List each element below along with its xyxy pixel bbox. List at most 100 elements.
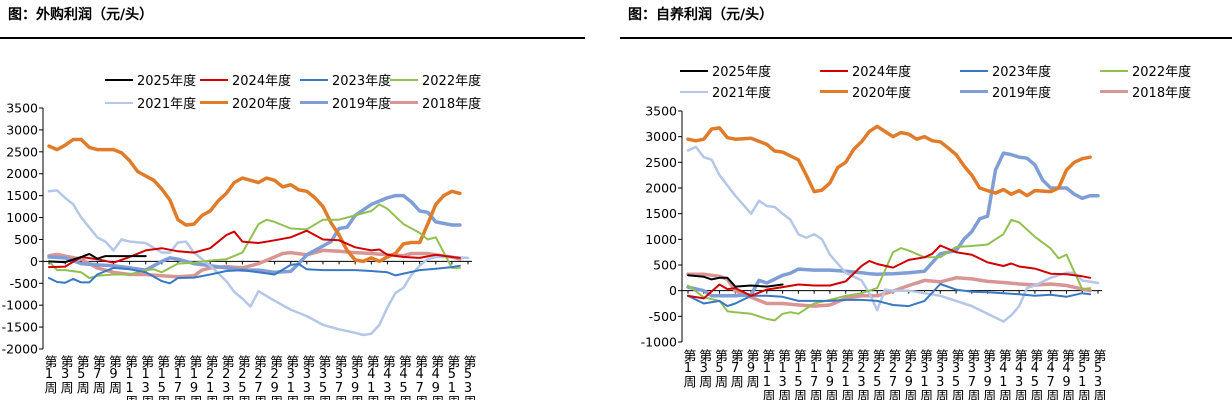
right-title-divider xyxy=(620,37,1232,39)
left-y-tick-label: 0 xyxy=(30,254,38,269)
legend-swatch xyxy=(680,69,708,72)
left-x-tick-label: 第11周 xyxy=(122,355,138,400)
legend-swatch xyxy=(820,90,848,93)
left-x-tick-label: 第17周 xyxy=(170,355,186,400)
left-x-tick-label: 第19周 xyxy=(187,355,203,400)
right-x-tick-label: 第11周 xyxy=(759,349,775,400)
right-x-tick-label: 第47周 xyxy=(1043,349,1059,400)
left-x-tick-label: 第23周 xyxy=(219,355,235,400)
left-x-tick-label: 第49周 xyxy=(428,355,444,400)
right-x-tick-label: 第3周 xyxy=(696,349,712,389)
left-x-tick-label: 第39周 xyxy=(348,355,364,400)
left-series-line-2021 xyxy=(47,189,470,337)
left-x-tick-label: 第41周 xyxy=(364,355,380,400)
legend-swatch xyxy=(960,90,988,93)
legend-swatch xyxy=(820,69,848,72)
right-y-tick-label: 500 xyxy=(653,258,677,273)
left-y-tick-label: 3500 xyxy=(6,101,38,116)
right-x-tick-label: 第1周 xyxy=(681,349,697,389)
left-x-tick-label: 第9周 xyxy=(106,355,122,395)
left-y-tick-label: 1500 xyxy=(6,188,38,203)
left-y-tick-label: 2000 xyxy=(6,166,38,181)
legend-label: 2020年度 xyxy=(852,86,912,101)
left-x-tick-label: 第53周 xyxy=(461,355,477,400)
right-x-tick-label: 第9周 xyxy=(744,349,760,389)
legend-swatch xyxy=(1100,90,1128,93)
right-x-tick-label: 第13周 xyxy=(775,349,791,400)
legend-swatch xyxy=(200,78,228,81)
left-x-tick-label: 第33周 xyxy=(299,355,315,400)
left-series-line-2025 xyxy=(48,252,147,264)
right-y-tick-label: -500 xyxy=(649,309,677,324)
left-legend-item: 2022年度 xyxy=(390,70,481,89)
left-x-tick-label: 第35周 xyxy=(315,355,331,400)
right-x-tick-label: 第51周 xyxy=(1075,349,1091,400)
right-x-tick-label: 第53周 xyxy=(1091,349,1107,400)
right-legend-item: 2021年度 xyxy=(680,82,771,101)
legend-swatch xyxy=(105,101,133,104)
right-y-tick-label: 2000 xyxy=(645,181,677,196)
right-series-line-2025 xyxy=(687,274,784,288)
left-series-line-2019 xyxy=(47,193,462,275)
left-x-tick-label: 第1周 xyxy=(42,355,58,395)
left-legend-item: 2019年度 xyxy=(300,93,391,112)
right-x-tick-label: 第27周 xyxy=(886,349,902,400)
legend-label: 2023年度 xyxy=(332,74,392,89)
right-legend-item: 2025年度 xyxy=(680,61,771,80)
legend-label: 2018年度 xyxy=(1132,86,1192,101)
left-y-tick-label: -1500 xyxy=(2,320,38,335)
right-y-tick-label: -1000 xyxy=(641,335,677,350)
right-series-line-2022 xyxy=(687,218,1092,322)
left-x-tick-label: 第21周 xyxy=(203,355,219,400)
left-series-line-2020 xyxy=(47,137,462,264)
right-y-tick-label: 3500 xyxy=(645,104,677,119)
left-y-tick-label: -500 xyxy=(10,276,38,291)
right-y-tick-label: 3000 xyxy=(645,129,677,144)
right-x-tick-label: 第35周 xyxy=(949,349,965,400)
right-legend-item: 2019年度 xyxy=(960,82,1051,101)
left-legend-item: 2023年度 xyxy=(300,70,391,89)
left-x-tick-label: 第3周 xyxy=(58,355,74,395)
right-y-tick-label: 0 xyxy=(669,283,677,298)
right-legend-item: 2023年度 xyxy=(960,61,1051,80)
right-x-tick-label: 第19周 xyxy=(822,349,838,400)
left-legend-item: 2025年度 xyxy=(105,70,196,89)
right-series-line-2024 xyxy=(687,244,1092,300)
left-x-tick-label: 第7周 xyxy=(90,355,106,395)
legend-swatch xyxy=(680,90,708,93)
right-legend-item: 2024年度 xyxy=(820,61,911,80)
left-x-tick-label: 第37周 xyxy=(332,355,348,400)
left-series-line-2022 xyxy=(48,203,461,279)
right-x-tick-label: 第23周 xyxy=(854,349,870,400)
right-x-tick-label: 第49周 xyxy=(1059,349,1075,400)
right-x-tick-label: 第15周 xyxy=(791,349,807,400)
left-y-tick-label: 1000 xyxy=(6,210,38,225)
legend-label: 2019年度 xyxy=(992,86,1052,101)
right-series-line-2020 xyxy=(686,124,1092,198)
left-x-tick-label: 第31周 xyxy=(283,355,299,400)
legend-label: 2024年度 xyxy=(852,65,912,80)
left-x-tick-label: 第27周 xyxy=(251,355,267,400)
right-series-line-2023 xyxy=(687,283,1092,308)
right-x-tick-label: 第39周 xyxy=(980,349,996,400)
left-y-tick-label: -1000 xyxy=(2,298,38,313)
left-series-line-2023 xyxy=(48,263,461,285)
left-chart-title: 图：外购利润（元/头） xyxy=(8,7,154,23)
right-chart-title: 图：自养利润（元/头） xyxy=(628,7,774,23)
right-y-tick-label: 1500 xyxy=(645,206,677,221)
left-title-divider xyxy=(0,37,585,39)
legend-swatch xyxy=(300,101,328,104)
legend-swatch xyxy=(1100,69,1128,72)
left-x-tick-label: 第45周 xyxy=(396,355,412,400)
right-x-tick-label: 第21周 xyxy=(838,349,854,400)
legend-label: 2025年度 xyxy=(712,65,772,80)
left-legend-item: 2020年度 xyxy=(200,93,291,112)
right-x-tick-label: 第43周 xyxy=(1012,349,1027,400)
legend-swatch xyxy=(200,101,228,104)
left-series-line-2024 xyxy=(48,229,461,269)
legend-label: 2020年度 xyxy=(232,97,292,112)
right-x-tick-label: 第41周 xyxy=(996,349,1012,400)
right-x-tick-label: 第37周 xyxy=(964,349,980,400)
legend-label: 2022年度 xyxy=(422,74,482,89)
right-legend-item: 2022年度 xyxy=(1100,61,1191,80)
